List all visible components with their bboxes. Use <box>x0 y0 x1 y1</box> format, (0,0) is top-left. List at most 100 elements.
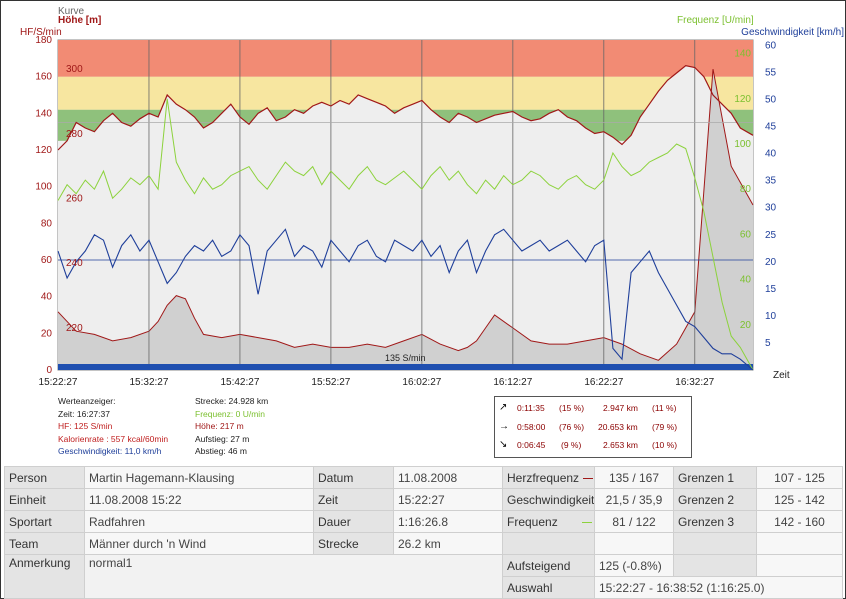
stats-time: 0:06:45 <box>517 440 546 450</box>
time-tick-label: 16:22:27 <box>584 377 623 388</box>
hf-tick-label: 40 <box>41 292 53 303</box>
stats-pct-dist: (79 %) <box>652 422 678 432</box>
readout-hoehe: Höhe: 217 m <box>195 421 244 431</box>
time-tick-label: 15:22:27 <box>39 377 78 388</box>
sportart-label: Sportart <box>4 510 85 533</box>
readout-zeit: Zeit: 16:27:37 <box>58 408 110 419</box>
readout-kalorien: Kalorienrate : 557 kcal/60min <box>58 433 169 444</box>
geschwindigkeit-tick-label: 10 <box>765 311 777 322</box>
geschwindigkeit-tick-label: 20 <box>765 257 777 268</box>
time-tick-label: 15:42:27 <box>220 377 259 388</box>
stats-pct-time: (9 %) <box>561 440 582 450</box>
hf-tick-label: 180 <box>35 35 52 46</box>
empty-cell <box>756 554 843 577</box>
frequenz-tick-label: 100 <box>734 139 751 150</box>
team-label: Team <box>4 532 85 555</box>
dauer-label: Dauer <box>313 510 394 533</box>
grenzen2-label: Grenzen 2 <box>673 488 757 511</box>
geschwindigkeit-tick-label: 30 <box>765 203 777 214</box>
geschwindigkeit-tick-label: 35 <box>765 176 777 187</box>
stats-pct-dist: (10 %) <box>652 440 678 450</box>
frequenz-text: Frequenz <box>507 514 558 529</box>
geschwindigkeit-text: Geschwindigkeit <box>507 492 595 507</box>
herzfrequenz-label: Herzfrequenz <box>502 466 595 489</box>
person-value: Martin Hagemann-Klausing <box>84 466 314 489</box>
arrow-right-icon: → <box>499 421 509 432</box>
time-tick-label: 16:02:27 <box>402 377 441 388</box>
frequenz-tick-label: 80 <box>740 184 752 195</box>
readout-heading: Werteanzeiger: <box>58 396 116 406</box>
aufsteigend-label: Aufsteigend <box>502 554 595 577</box>
readout-frequenz: Frequenz: 0 U/min <box>195 408 265 419</box>
frequenz-line <box>57 98 754 371</box>
strecke-value: 26.2 km <box>393 532 503 555</box>
frequenz-value: 81 / 122 <box>594 510 674 533</box>
stats-dist: 20.653 km <box>598 422 638 432</box>
auswahl-label: Auswahl <box>502 576 595 599</box>
geschwindigkeit-tick-label: 50 <box>765 95 777 106</box>
readout-aufstieg: Aufstieg: 27 m <box>195 433 250 444</box>
geschwindigkeit-tick-label: 15 <box>765 284 777 295</box>
geschwindigkeit-tick-label: 45 <box>765 122 777 133</box>
table-row: Team Männer durch 'n Wind Strecke 26.2 k… <box>4 532 843 555</box>
baseline-label: 135 S/min <box>385 353 426 363</box>
hf-tick-label: 60 <box>41 255 53 266</box>
table-row: Sportart Radfahren Dauer 1:16:26.8 Frequ… <box>4 510 843 533</box>
hf-tick-label: 0 <box>46 365 52 376</box>
stats-pct-dist: (11 %) <box>652 403 677 413</box>
training-chart[interactable]: 135 S/min 0 20 40 60 80 100 120 140 160 180 220 240 2… <box>0 0 846 395</box>
grenzen3-value: 142 - 160 <box>756 510 843 533</box>
stats-dist: 2.653 km <box>603 440 638 450</box>
aufsteigend-value: 125 (-0.8%) <box>594 554 674 577</box>
einheit-value: 11.08.2008 15:22 <box>84 488 314 511</box>
grenzen1-label: Grenzen 1 <box>673 466 757 489</box>
arrow-down-icon: ↘ <box>499 439 508 450</box>
hr-zone-band-4 <box>58 40 753 77</box>
time-tick-label: 15:52:27 <box>311 377 350 388</box>
selection-bar <box>58 364 753 370</box>
einheit-label: Einheit <box>4 488 85 511</box>
stats-pct-time: (15 %) <box>559 403 585 413</box>
altitude-line <box>57 69 754 361</box>
hf-tick-label: 160 <box>35 72 52 83</box>
hf-tick-label: 140 <box>35 108 52 119</box>
geschwindigkeit-line <box>57 228 754 371</box>
herzfrequenz-text: Herzfrequenz <box>507 470 580 485</box>
team-value: Männer durch 'n Wind <box>84 532 314 555</box>
datum-label: Datum <box>313 466 394 489</box>
stats-row-flat: → 0:58:00 (76 %) 20.653 km (79 %) <box>495 421 691 433</box>
sportart-value: Radfahren <box>84 510 314 533</box>
frequenz-tick-label: 60 <box>740 229 752 240</box>
zeit-axis-title: Zeit <box>773 370 790 381</box>
hr-area-fill <box>58 65 753 370</box>
stats-time: 0:58:00 <box>517 422 546 432</box>
stats-row-up: ↗ 0:11:35 (15 %) 2.947 km (11 %) <box>495 402 691 414</box>
slope-stats-box: ↗ 0:11:35 (15 %) 2.947 km (11 %) → 0:58:… <box>494 396 692 458</box>
person-label: Person <box>4 466 85 489</box>
readout-abstieg: Abstieg: 46 m <box>195 446 247 456</box>
hf-axis-title: HF/S/min <box>20 27 62 38</box>
stats-pct-time: (76 %) <box>559 422 585 432</box>
hf-tick-label: 20 <box>41 328 53 339</box>
geschwindigkeit-value: 21,5 / 35,9 <box>594 488 674 511</box>
altitude-area <box>58 69 753 370</box>
kurve-label: Kurve <box>58 6 85 17</box>
time-tick-label: 15:32:27 <box>129 377 168 388</box>
grenzen1-value: 107 - 125 <box>756 466 843 489</box>
time-tick-label: 16:32:27 <box>675 377 714 388</box>
auswahl-value: 15:22:27 - 16:38:52 (1:16:25.0) <box>594 576 843 599</box>
table-row: Einheit 11.08.2008 15:22 Zeit 15:22:27 G… <box>4 488 843 511</box>
readout-geschwindigkeit: Geschwindigkeit: 11,0 km/h <box>58 446 162 456</box>
hr-line-swatch <box>583 477 594 479</box>
hf-tick-label: 80 <box>41 218 53 229</box>
table-row: Auswahl 15:22:27 - 16:38:52 (1:16:25.0) <box>5 576 843 599</box>
hoehe-axis-title: Höhe [m] <box>58 15 102 26</box>
hoehe-tick-label: 300 <box>66 64 83 75</box>
table-row: Person Martin Hagemann-Klausing Datum 11… <box>4 466 843 489</box>
hoehe-tick-label: 280 <box>66 129 83 140</box>
hf-line <box>57 65 754 151</box>
zeit-label: Zeit <box>313 488 394 511</box>
frequenz-tick-label: 40 <box>740 275 752 286</box>
anmerkung-label: Anmerkung <box>4 554 85 599</box>
time-tick-label: 16:12:27 <box>493 377 532 388</box>
